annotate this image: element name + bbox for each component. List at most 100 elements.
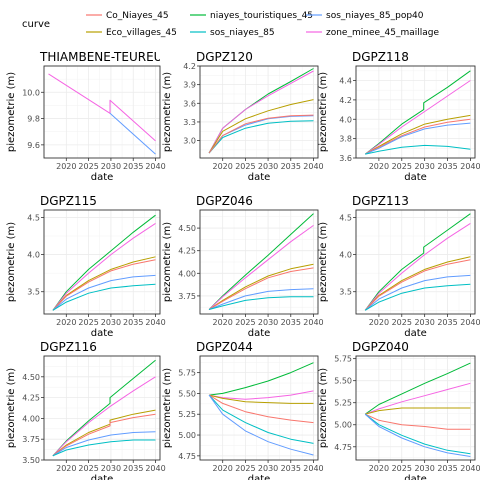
x-tick-label: 2030: [414, 318, 434, 327]
series-line-sos-niayes-85-pop40: [208, 394, 314, 456]
plot-area: [44, 66, 160, 158]
series-group: [52, 359, 156, 457]
series-line-co-niayes-45: [208, 114, 314, 154]
legend-title: curve: [22, 19, 50, 30]
x-tick-label: 2025: [78, 162, 98, 171]
series-line-sos-niayes-85: [208, 394, 314, 444]
y-tick-label: 4.0: [339, 251, 352, 260]
y-tick-label: 5.75: [334, 355, 352, 364]
panel-border: [199, 209, 319, 315]
x-tick-label: 2035: [437, 318, 457, 327]
y-axis-label: piezometrie (m): [162, 222, 173, 302]
series-line-sos-niayes-85-pop40: [364, 413, 471, 457]
legend-item-sos-niayes-85-pop40: sos_niayes_85_pop40: [306, 11, 424, 21]
y-tick-label: 3.5: [339, 288, 352, 297]
x-tick-label: 2020: [56, 464, 76, 473]
series-line-zone-minee-45-maillage: [365, 382, 471, 415]
series-line-eco-villages-45: [208, 263, 314, 310]
y-tick-label: 3.8: [339, 135, 352, 144]
legend-item-zone-minee-45-maillage: zone_minee_45_maillage: [306, 28, 439, 38]
y-tick-label: 3.6: [339, 154, 352, 163]
series-line-sos-niayes-85: [364, 413, 471, 455]
x-tick-label: 2025: [235, 464, 255, 473]
x-tick-label: 2025: [78, 464, 98, 473]
y-axis-label: piezometrie (m): [162, 368, 173, 448]
panel-title: THIAMBENE-TEUREU: [39, 50, 162, 64]
x-tick-label: 2040: [460, 162, 480, 171]
y-axis-label: piezometrie (m): [6, 368, 17, 448]
series-line-niayes-touristiques-45: [364, 70, 471, 155]
series-line-eco-villages-45: [365, 407, 471, 415]
legend-item-sos-niayes-85: sos_niayes_85: [190, 28, 275, 38]
y-tick-label: 5.75: [178, 369, 196, 378]
panel-title: DGPZ044: [196, 340, 253, 354]
panel-border: [355, 65, 476, 159]
x-axis-label: date: [248, 474, 271, 480]
legend-label: sos_niayes_85: [210, 28, 275, 38]
series-line-zone-minee-45-maillage: [364, 222, 471, 311]
y-tick-label: 5.00: [334, 421, 352, 430]
series-line-zone-minee-45-maillage: [208, 70, 314, 154]
legend: curve Co_Niayes_45 niayes_touristiques_45…: [22, 11, 439, 38]
x-tick-label: 2030: [414, 162, 434, 171]
y-tick-label: 3.75: [178, 292, 196, 301]
y-tick-label: 4.00: [22, 414, 40, 423]
y-tick-label: 3.5: [27, 288, 40, 297]
panel-dgpz046: DGPZ046 2020 2025 2030 2035 2040 3.75 4.00 4.25 4…: [162, 194, 324, 339]
panel-border: [355, 355, 476, 461]
y-tick-label: 3.6: [183, 99, 196, 108]
y-tick-label: 5.50: [334, 377, 352, 386]
y-tick-label: 4.0: [339, 115, 352, 124]
x-tick-label: 2035: [281, 162, 301, 171]
legend-label: zone_minee_45_maillage: [326, 28, 439, 38]
x-tick-label: 2020: [213, 464, 233, 473]
legend-label: Eco_villages_45: [106, 28, 177, 38]
x-axis-label: date: [91, 172, 114, 183]
series-line-niayes-touristiques-45: [209, 362, 314, 396]
x-tick-label: 2030: [101, 464, 121, 473]
series-line-co-niayes-45: [52, 259, 156, 311]
y-tick-label: 4.25: [22, 394, 40, 403]
series-line-niayes-touristiques-45: [364, 213, 471, 311]
series-line-co-niayes-45: [52, 413, 156, 457]
y-tick-label: 3.75: [22, 435, 40, 444]
series-line-sos-niayes-85-pop40: [52, 274, 156, 311]
legend-item-niayes-touristiques-45: niayes_touristiques_45: [190, 11, 313, 21]
panel-title: DGPZ040: [352, 340, 409, 354]
x-axis-label: date: [404, 474, 427, 480]
x-tick-label: 2020: [56, 318, 76, 327]
x-axis-label: date: [404, 328, 427, 339]
y-tick-label: 4.50: [22, 373, 40, 382]
x-tick-label: 2025: [392, 318, 412, 327]
series-line-co-niayes-45: [364, 118, 471, 155]
y-tick-label: 3.3: [183, 118, 196, 127]
x-tick-label: 2035: [437, 464, 457, 473]
panel-title: DGPZ115: [40, 194, 97, 208]
y-tick-label: 4.4: [339, 77, 352, 86]
legend-label: sos_niayes_85_pop40: [326, 11, 424, 21]
panel-dgpz120: DGPZ120 2020 2025 2030 2035 2040 3.0 3.3 3.6 3.9 4…: [162, 50, 324, 183]
series-line-sos-niayes-85-pop40: [365, 122, 471, 155]
legend-item-eco-villages-45: Eco_villages_45: [86, 28, 177, 38]
panel-dgpz118: DGPZ118 2020 2025 2030 2035 2040 3.6 3.8 4.0 4.2 4…: [318, 50, 480, 183]
panel-dgpz113: DGPZ113 2020 2025 2030 2035 2040 3.5 4.0 4.5 date…: [318, 194, 480, 339]
y-tick-label: 4.5: [339, 213, 352, 222]
y-tick-label: 4.25: [178, 247, 196, 256]
y-tick-label: 10.0: [22, 88, 40, 97]
x-axis-label: date: [404, 172, 427, 183]
plot-area: [200, 356, 318, 460]
y-axis-label: piezometrie (m): [318, 72, 329, 152]
series-line-sos-niayes-85: [364, 283, 471, 311]
gridlines: [44, 356, 160, 461]
series-line-sos-niayes-85: [208, 120, 314, 154]
y-axis-label: piezometrie (m): [6, 222, 17, 302]
y-tick-label: 4.75: [178, 452, 196, 461]
panel-border: [43, 355, 161, 461]
x-tick-label: 2030: [414, 464, 434, 473]
legend-item-co-niayes-45: Co_Niayes_45: [86, 11, 169, 21]
y-axis-label: piezometrie (m): [318, 222, 329, 302]
x-tick-label: 2020: [56, 162, 76, 171]
series-line-zone-minee-45-maillage: [208, 224, 314, 310]
series-line-niayes-touristiques-45: [364, 362, 471, 415]
x-tick-label: 2040: [303, 464, 323, 473]
